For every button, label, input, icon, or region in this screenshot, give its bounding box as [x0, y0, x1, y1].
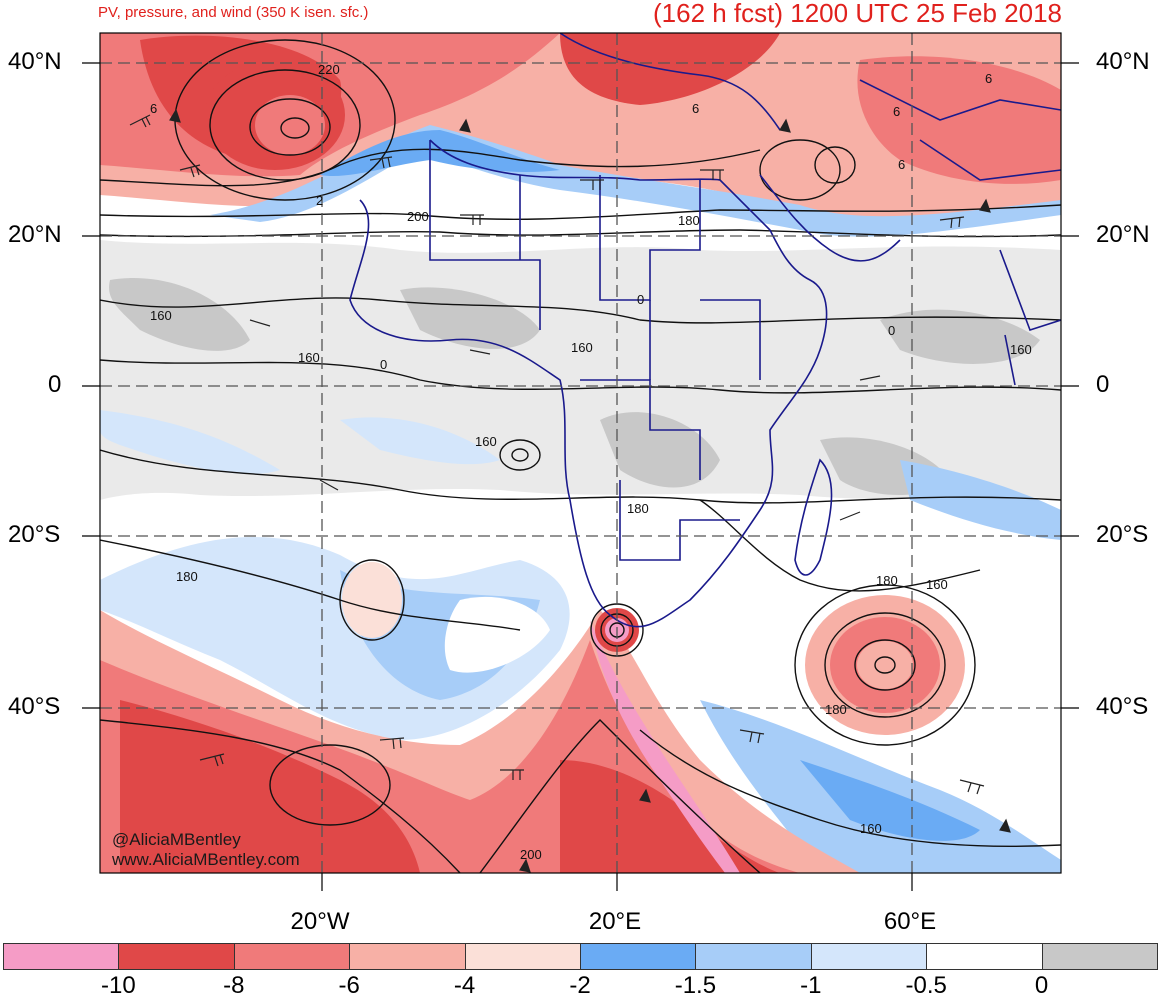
lat-label-20s-left: 20°S [8, 521, 61, 548]
map-title: (162 h fcst) 1200 UTC 25 Feb 2018 [652, 0, 1062, 28]
colorbar-swatch [926, 943, 1043, 970]
lon-label-60e: 60°E [883, 908, 937, 935]
contour-label-160c: 160 [571, 340, 593, 355]
contour-label-0: 0 [380, 357, 387, 372]
contour-label-0b: 0 [637, 292, 644, 307]
contour-label-6: 6 [150, 101, 157, 116]
colorbar-swatch [349, 943, 466, 970]
contour-label-200b: 200 [520, 847, 542, 862]
lat-label-40n-right: 40°N [1096, 48, 1150, 75]
contour-label-180: 180 [678, 213, 700, 228]
contour-label-6b: 6 [692, 101, 699, 116]
colorbar-swatch [580, 943, 697, 970]
lat-label-40s-left: 40°S [8, 693, 61, 720]
contour-label-6e: 6 [985, 71, 992, 86]
contour-label-160: 160 [150, 308, 172, 323]
colorbar-label: -6 [338, 972, 360, 999]
contour-label-160g: 160 [860, 821, 882, 836]
contour-label-2: 2 [316, 193, 323, 208]
colorbar-swatch [118, 943, 235, 970]
lat-lon-grid [100, 33, 1061, 873]
lon-label-20e: 20°E [588, 908, 642, 935]
colorbar-label: -4 [453, 972, 476, 999]
contour-label-160f: 160 [926, 577, 948, 592]
contour-label-200: 200 [407, 209, 429, 224]
contour-label-160d: 160 [1010, 342, 1032, 357]
colorbar-swatch [695, 943, 812, 970]
colorbar-label: -0.5 [905, 972, 947, 999]
colorbar-swatch [810, 943, 928, 970]
lat-label-20n-right: 20°N [1096, 221, 1150, 248]
colorbar-label: -1 [800, 972, 822, 999]
pv-tropical-zero [100, 240, 1061, 500]
colorbar-swatch [464, 943, 581, 970]
contour-label-0c: 0 [888, 323, 895, 338]
watermark-url: www.AliciaMBentley.com [112, 850, 300, 869]
contour-label-180b: 180 [627, 501, 649, 516]
lat-label-eq-right: 0 [1096, 371, 1110, 398]
colorbar-swatch [233, 943, 351, 970]
wind-barbs [129, 108, 1011, 873]
contour-label-180c: 180 [176, 569, 198, 584]
contour-label-180e: 180 [825, 702, 847, 717]
map-frame [99, 32, 1062, 874]
colorbar-swatch [1041, 943, 1158, 970]
country-boundaries [349, 33, 1061, 628]
colorbar-swatch [3, 943, 120, 970]
contour-label-220: 220 [318, 62, 340, 77]
contour-label-6d: 6 [898, 157, 905, 172]
pv-northern-jet [210, 125, 1061, 237]
contour-label-180d: 180 [876, 573, 898, 588]
colorbar-label: -8 [223, 972, 245, 999]
map-subtitle: PV, pressure, and wind (350 K isen. sfc.… [98, 4, 369, 21]
contour-label-160b: 160 [298, 350, 320, 365]
contour-label-6c: 6 [893, 104, 900, 119]
colorbar-label: -2 [569, 972, 591, 999]
colorbar-label: 0 [1034, 972, 1049, 999]
colorbar-label: -10 [101, 972, 136, 999]
lat-label-20n-left: 20°N [8, 221, 62, 248]
colorbar-label: -1.5 [674, 972, 717, 999]
lat-label-40s-right: 40°S [1096, 693, 1149, 720]
watermark-handle: @AliciaMBentley [112, 830, 241, 849]
contour-label-160e: 160 [475, 434, 497, 449]
lat-label-40n-left: 40°N [8, 48, 62, 75]
lat-label-eq-left: 0 [48, 371, 62, 398]
lat-label-20s-right: 20°S [1096, 521, 1149, 548]
lon-label-20w: 20°W [290, 908, 350, 935]
